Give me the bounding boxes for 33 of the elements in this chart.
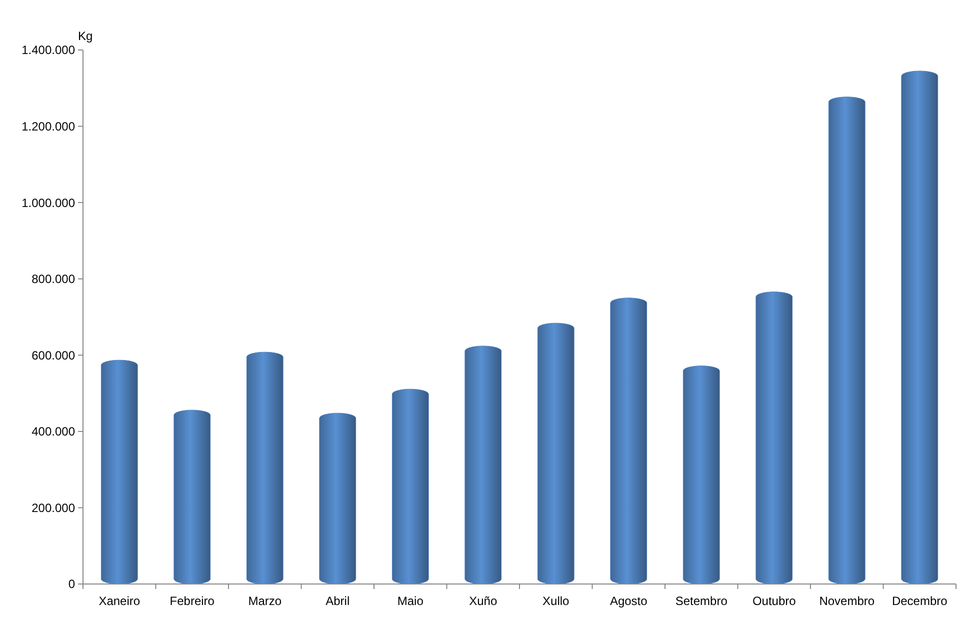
bar (464, 346, 502, 584)
bar (756, 292, 793, 584)
bar (392, 388, 429, 584)
x-tick-label: Xuño (469, 594, 498, 608)
x-tick-label: Abril (326, 594, 350, 608)
bar (174, 410, 211, 584)
bar (828, 96, 866, 584)
y-tick-label: 0 (68, 577, 76, 592)
x-tick-label: Outubro (752, 594, 796, 608)
bar (537, 322, 574, 584)
bar (246, 352, 284, 584)
bar (682, 366, 720, 584)
x-tick-label: Agosto (610, 594, 648, 608)
x-tick-label: Setembro (675, 594, 728, 608)
x-tick-label: Marzo (248, 594, 282, 608)
y-tick-label: 1.200.000 (22, 119, 76, 134)
bar (100, 360, 138, 584)
y-tick-label: 800.000 (32, 272, 76, 286)
y-tick-label: 1.000.000 (22, 196, 76, 210)
y-axis-title: Kg (78, 29, 93, 43)
x-tick-label: Xaneiro (98, 594, 140, 608)
x-tick-label: Xullo (542, 594, 570, 608)
y-tick-label: 200.000 (32, 500, 76, 515)
x-tick-label: Decembro (892, 594, 948, 608)
bar (901, 70, 938, 584)
bar (610, 298, 648, 584)
y-tick-label: 400.000 (32, 424, 76, 439)
x-tick-label: Maio (397, 594, 424, 608)
y-tick-label: 1.400.000 (22, 43, 76, 58)
y-tick-label: 600.000 (32, 348, 76, 362)
x-tick-label: Novembro (819, 594, 875, 608)
x-tick-label: Febreiro (170, 594, 215, 608)
bar (319, 412, 356, 584)
